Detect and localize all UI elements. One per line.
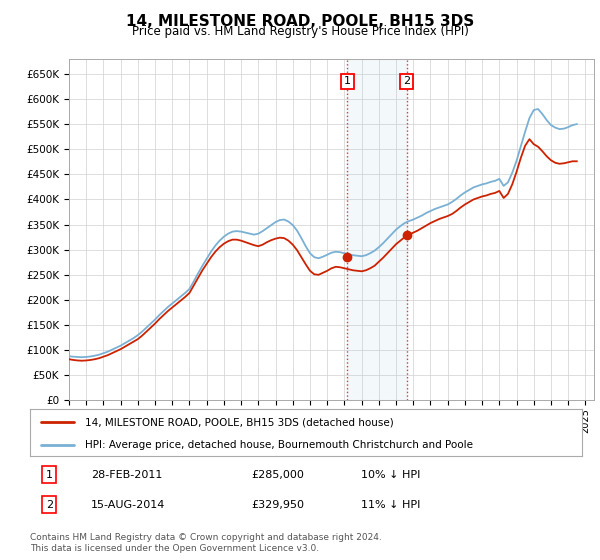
Text: Price paid vs. HM Land Registry's House Price Index (HPI): Price paid vs. HM Land Registry's House … bbox=[131, 25, 469, 38]
Text: 28-FEB-2011: 28-FEB-2011 bbox=[91, 469, 162, 479]
Text: 10% ↓ HPI: 10% ↓ HPI bbox=[361, 469, 421, 479]
Text: 2: 2 bbox=[46, 500, 53, 510]
Text: 11% ↓ HPI: 11% ↓ HPI bbox=[361, 500, 421, 510]
Text: 14, MILESTONE ROAD, POOLE, BH15 3DS (detached house): 14, MILESTONE ROAD, POOLE, BH15 3DS (det… bbox=[85, 417, 394, 427]
Bar bbox=[347, 59, 407, 400]
Text: 1: 1 bbox=[46, 469, 53, 479]
Text: 14, MILESTONE ROAD, POOLE, BH15 3DS: 14, MILESTONE ROAD, POOLE, BH15 3DS bbox=[126, 14, 474, 29]
Text: HPI: Average price, detached house, Bournemouth Christchurch and Poole: HPI: Average price, detached house, Bour… bbox=[85, 440, 473, 450]
Text: 15-AUG-2014: 15-AUG-2014 bbox=[91, 500, 165, 510]
Text: £285,000: £285,000 bbox=[251, 469, 304, 479]
Text: 2: 2 bbox=[403, 76, 410, 86]
Text: 1: 1 bbox=[344, 76, 351, 86]
Text: £329,950: £329,950 bbox=[251, 500, 304, 510]
Text: Contains HM Land Registry data © Crown copyright and database right 2024.
This d: Contains HM Land Registry data © Crown c… bbox=[30, 533, 382, 553]
